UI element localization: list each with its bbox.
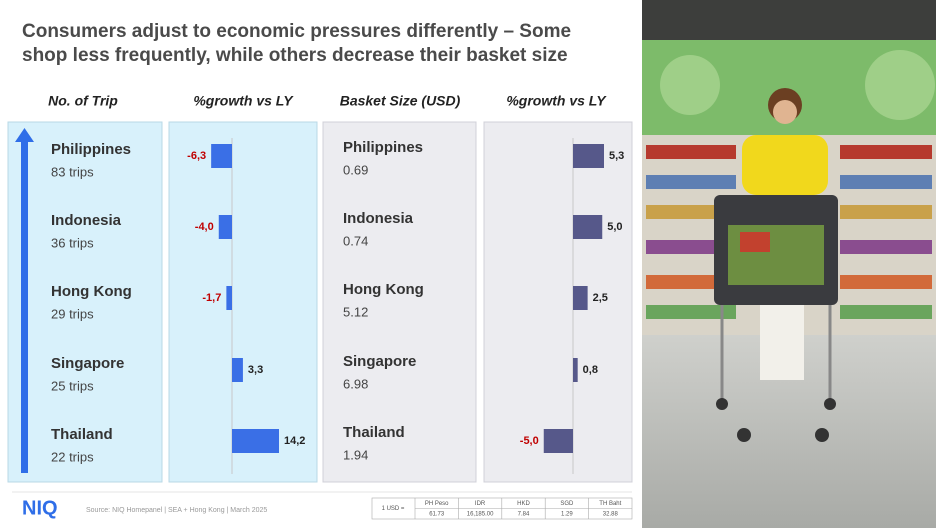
country: Singapore [51,355,124,372]
value-label: 14,2 [284,435,305,447]
bar [218,215,232,239]
column-header: %growth vs LY [506,93,607,109]
value-label: 5,0 [607,221,622,233]
row-value: 0.69 [343,162,368,177]
country: Thailand [51,426,113,443]
value-label: -6,3 [187,150,206,162]
country: Singapore [343,353,416,370]
bar [226,286,232,310]
fx-rate: 16,185.00 [467,512,494,518]
bar [543,429,573,453]
fx-currency: SGD [560,501,574,507]
bar [211,144,232,168]
country: Indonesia [343,210,414,227]
row-value: 6.98 [343,376,368,391]
title-line: shop less frequently, while others decre… [22,45,568,66]
column-header: Basket Size (USD) [340,93,461,109]
fx-currency: HKD [517,501,530,507]
fx-label: 1 USD = [382,506,405,512]
bar [573,358,578,382]
country: Indonesia [51,212,122,229]
row-value: 0.74 [343,233,368,248]
panel [7,121,163,483]
fx-rate: 1.29 [561,512,573,518]
title-line: Consumers adjust to economic pressures d… [22,21,571,42]
fx-rate: 61.73 [429,512,445,518]
country: Hong Kong [51,283,132,300]
row-value: 1.94 [343,447,368,462]
country: Philippines [343,139,423,156]
row-value: 83 trips [51,164,94,179]
value-label: 2,5 [593,292,608,304]
arrow [15,128,34,473]
panel [483,121,633,483]
panel [322,121,477,483]
fx-currency: PH Peso [425,501,449,507]
bar [573,144,604,168]
column-header: %growth vs LY [193,93,294,109]
bar [232,429,279,453]
value-label: -4,0 [195,221,214,233]
country: Thailand [343,424,405,441]
country: Hong Kong [343,281,424,298]
value-label: -5,0 [520,435,539,447]
value-label: 5,3 [609,150,624,162]
column-header: No. of Trip [48,93,118,109]
country: Philippines [51,141,131,158]
logo: NIQ [22,497,58,519]
row-value: 36 trips [51,235,94,250]
value-label: 3,3 [248,364,263,376]
value-label: 0,8 [583,364,598,376]
fx-rate: 32.88 [603,512,619,518]
fx-currency: IDR [475,501,486,507]
bar [573,286,588,310]
row-value: 29 trips [51,306,94,321]
bar [573,215,603,239]
bar [232,358,243,382]
fx-currency: TH Baht [599,501,621,507]
row-value: 5.12 [343,304,368,319]
fx-rate: 7.84 [518,512,530,518]
row-value: 22 trips [51,449,94,464]
value-label: -1,7 [202,292,221,304]
row-value: 25 trips [51,378,94,393]
panel [168,121,318,483]
photo [642,0,936,528]
source: Source: NIQ Homepanel | SEA + Hong Kong … [86,507,267,514]
